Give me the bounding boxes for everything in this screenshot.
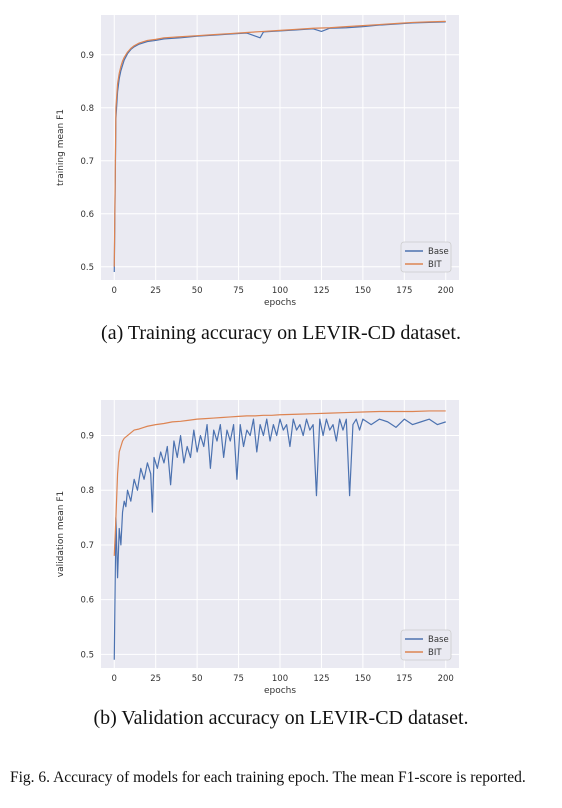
x-tick-label: 125 — [313, 286, 329, 296]
legend-label-base: Base — [428, 635, 449, 645]
x-tick-label: 150 — [355, 286, 371, 296]
legend: Base BIT — [400, 629, 452, 661]
x-tick-label: 50 — [192, 674, 203, 684]
y-tick-label: 0.5 — [80, 263, 94, 273]
x-tick-label: 0 — [112, 286, 117, 296]
x-tick-label: 200 — [438, 286, 454, 296]
x-tick-label: 25 — [150, 286, 161, 296]
x-tick-label: 175 — [396, 674, 412, 684]
y-tick-label: 0.5 — [80, 650, 94, 660]
x-tick-label: 75 — [233, 286, 244, 296]
x-tick-label: 150 — [355, 674, 371, 684]
x-tick-label: 200 — [438, 674, 454, 684]
caption-b: (b) Validation accuracy on LEVIR-CD data… — [93, 707, 469, 729]
x-tick-label: 100 — [272, 286, 288, 296]
y-tick-label: 0.9 — [80, 432, 94, 442]
x-tick-label: 175 — [396, 286, 412, 296]
legend: Base BIT — [400, 241, 452, 273]
y-tick-label: 0.7 — [80, 541, 94, 551]
legend-label-bit: BIT — [428, 648, 442, 658]
x-tick-label: 75 — [233, 674, 244, 684]
y-tick-label: 0.8 — [80, 486, 94, 496]
y-tick-label: 0.6 — [80, 596, 94, 606]
y-tick-label: 0.8 — [80, 104, 94, 114]
x-tick-label: 0 — [112, 674, 117, 684]
caption-a: (a) Training accuracy on LEVIR-CD datase… — [101, 322, 461, 344]
x-tick-label: 50 — [192, 286, 203, 296]
series-line-bit — [113, 410, 446, 556]
y-axis-label: validation mean F1 — [56, 491, 66, 577]
ticks: 0 25 50 75 100 125 150 175 200 0.5 0.6 0.7 0.8 0.9 — [80, 432, 453, 684]
series-line-base — [113, 418, 446, 660]
legend-label-bit: BIT — [428, 260, 442, 270]
ticks: 0 25 50 75 100 125 150 175 200 0.5 0.6 0.7 0.8 0.9 — [80, 51, 453, 296]
series-line-bit — [113, 20, 446, 267]
y-tick-label: 0.6 — [80, 210, 94, 220]
x-tick-label: 125 — [313, 674, 329, 684]
y-tick-label: 0.7 — [80, 157, 94, 167]
y-axis-label: training mean F1 — [56, 109, 66, 186]
x-axis-label: epochs — [264, 686, 296, 696]
x-axis-label: epochs — [264, 298, 296, 308]
x-tick-label: 25 — [150, 674, 161, 684]
training-chart: 0 25 50 75 100 125 150 175 200 0.5 0.6 0.7 0.8 0.9 epo… — [56, 15, 459, 308]
legend-label-base: Base — [428, 247, 449, 257]
validation-chart: 0 25 50 75 100 125 150 175 200 0.5 0.6 0.7 0.8 0.9 epo… — [56, 400, 459, 696]
x-tick-label: 100 — [272, 674, 288, 684]
y-tick-label: 0.9 — [80, 51, 94, 61]
figure-caption: Fig. 6. Accuracy of models for each trai… — [10, 769, 526, 786]
